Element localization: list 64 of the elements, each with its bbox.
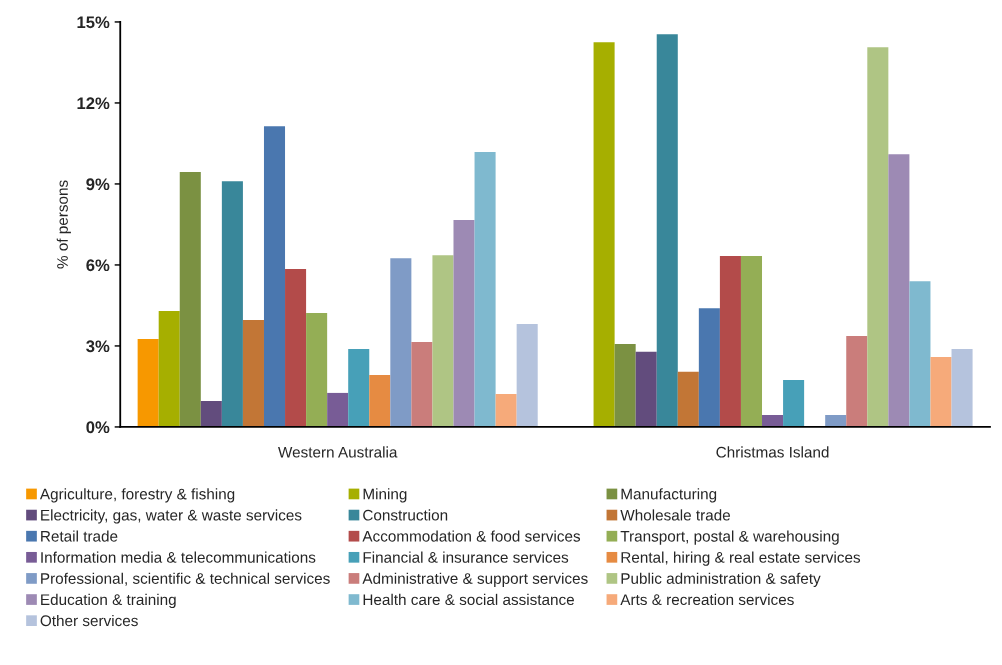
- bar: [327, 392, 349, 427]
- y-tick-label: 3%: [86, 340, 110, 353]
- bar: [179, 172, 201, 427]
- bar: [635, 351, 657, 427]
- bar: [285, 268, 307, 427]
- legend-label: Other services: [40, 614, 138, 627]
- y-axis-title: % of persons: [56, 180, 71, 269]
- legend-label: Agriculture, forestry & fishing: [39, 488, 235, 503]
- bar: [656, 34, 678, 427]
- bar: [846, 335, 868, 427]
- bar: [783, 379, 805, 427]
- legend-label: Accommodation & food services: [362, 530, 581, 542]
- bar: [306, 312, 328, 427]
- bar: [762, 415, 784, 427]
- bar: [677, 371, 699, 427]
- legend-label: Rental, hiring & real estate services: [621, 551, 861, 566]
- y-tick-label: 12%: [77, 97, 110, 110]
- y-tick-label: 0%: [86, 421, 110, 434]
- bar: [614, 344, 636, 427]
- bar: [888, 154, 910, 427]
- bar: [411, 341, 433, 427]
- bar: [516, 324, 538, 427]
- bar: [263, 126, 286, 427]
- legend-label: Wholesale trade: [620, 509, 731, 521]
- bar: [698, 308, 720, 427]
- bar: [369, 375, 391, 427]
- legend-label: Mining: [363, 488, 407, 503]
- bar: [432, 255, 454, 427]
- bar: [719, 256, 741, 427]
- bar: [242, 320, 264, 427]
- y-tick-label: 9%: [86, 178, 110, 191]
- bar: [495, 393, 517, 427]
- bar: [158, 311, 180, 427]
- y-tick-label: 6%: [86, 259, 110, 272]
- legend-label: Information media & telecommunications: [41, 551, 316, 563]
- legend-label: Health care & social assistance: [363, 593, 574, 606]
- x-tick-label: Western Australia: [278, 446, 398, 458]
- bar: [593, 42, 615, 427]
- x-tick-label: Christmas Island: [716, 446, 829, 458]
- bar: [951, 348, 973, 427]
- bar: [930, 357, 952, 427]
- bar: [740, 256, 763, 427]
- bar: [221, 181, 243, 427]
- legend-label: Arts & recreation services: [620, 593, 794, 606]
- legend-label: Retail trade: [41, 530, 118, 542]
- bar: [348, 348, 370, 427]
- legend-label: Public administration & safety: [621, 572, 821, 587]
- legend-label: Transport, postal & warehousing: [620, 530, 839, 545]
- legend-label: Construction: [363, 509, 448, 521]
- bar: [137, 338, 159, 427]
- bar: [867, 47, 889, 427]
- legend-label: Manufacturing: [621, 488, 717, 503]
- bar: [474, 152, 496, 427]
- bar: [825, 415, 847, 427]
- bar: [909, 281, 931, 427]
- legend-label: Professional, scientific & technical services: [41, 572, 330, 586]
- legend-label: Financial & insurance services: [363, 551, 569, 563]
- legend-label: Administrative & support services: [362, 572, 588, 587]
- bar: [453, 220, 475, 427]
- bar: [200, 401, 222, 427]
- bar: [390, 258, 412, 427]
- legend-label: Electricity, gas, water & waste services: [41, 509, 302, 524]
- y-tick-label: 15%: [77, 16, 110, 29]
- legend-label: Education & training: [41, 593, 176, 609]
